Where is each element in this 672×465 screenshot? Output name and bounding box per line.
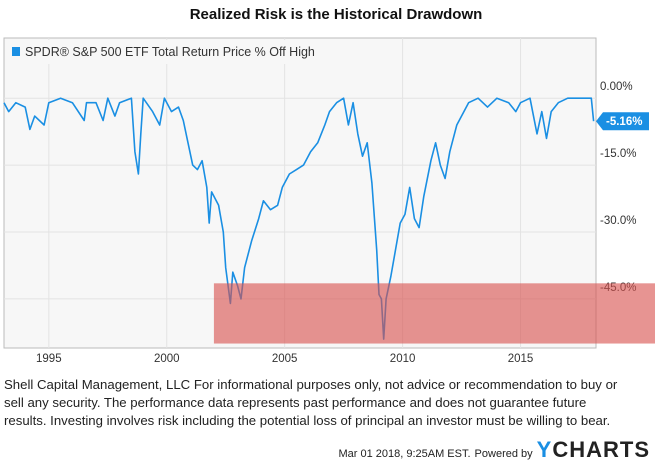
last-value-label: -5.16% [606,116,642,128]
x-tick-label: 2000 [154,353,180,365]
disclaimer-line: results. Investing involves risk includi… [4,413,611,428]
legend-label: SPDR® S&P 500 ETF Total Return Price % O… [25,45,315,59]
x-tick-label: 1995 [36,353,62,365]
footer: Mar 01 2018, 9:25AM EST. Powered by YCHA… [338,437,650,463]
logo-y: Y [536,437,553,462]
disclaimer: Shell Capital Management, LLC For inform… [4,376,617,430]
legend-background [6,40,362,64]
x-tick-label: 2005 [272,353,298,365]
timestamp: Mar 01 2018, 9:25AM EST. [338,448,471,460]
highlight-band [213,283,655,344]
powered-by-label: Powered by [474,448,533,460]
legend-swatch [12,47,20,56]
logo-text: CHARTS [552,437,650,462]
chart-title: Realized Risk is the Historical Drawdown [189,6,483,23]
disclaimer-line: sell any security. The performance data … [4,395,587,410]
y-tick-label: -15.0% [600,148,636,160]
x-tick-label: 2015 [508,353,534,365]
y-tick-label: -30.0% [600,215,636,227]
x-tick-label: 2010 [390,353,416,365]
last-value-badge [596,112,649,131]
drawdown-line [3,97,595,340]
ycharts-logo[interactable]: YCHARTS [537,437,650,463]
legend: SPDR® S&P 500 ETF Total Return Price % O… [6,40,362,64]
y-tick-label: 0.00% [600,81,633,93]
disclaimer-line: Shell Capital Management, LLC For inform… [4,377,618,392]
last-value-marker: -5.16% [596,112,649,131]
